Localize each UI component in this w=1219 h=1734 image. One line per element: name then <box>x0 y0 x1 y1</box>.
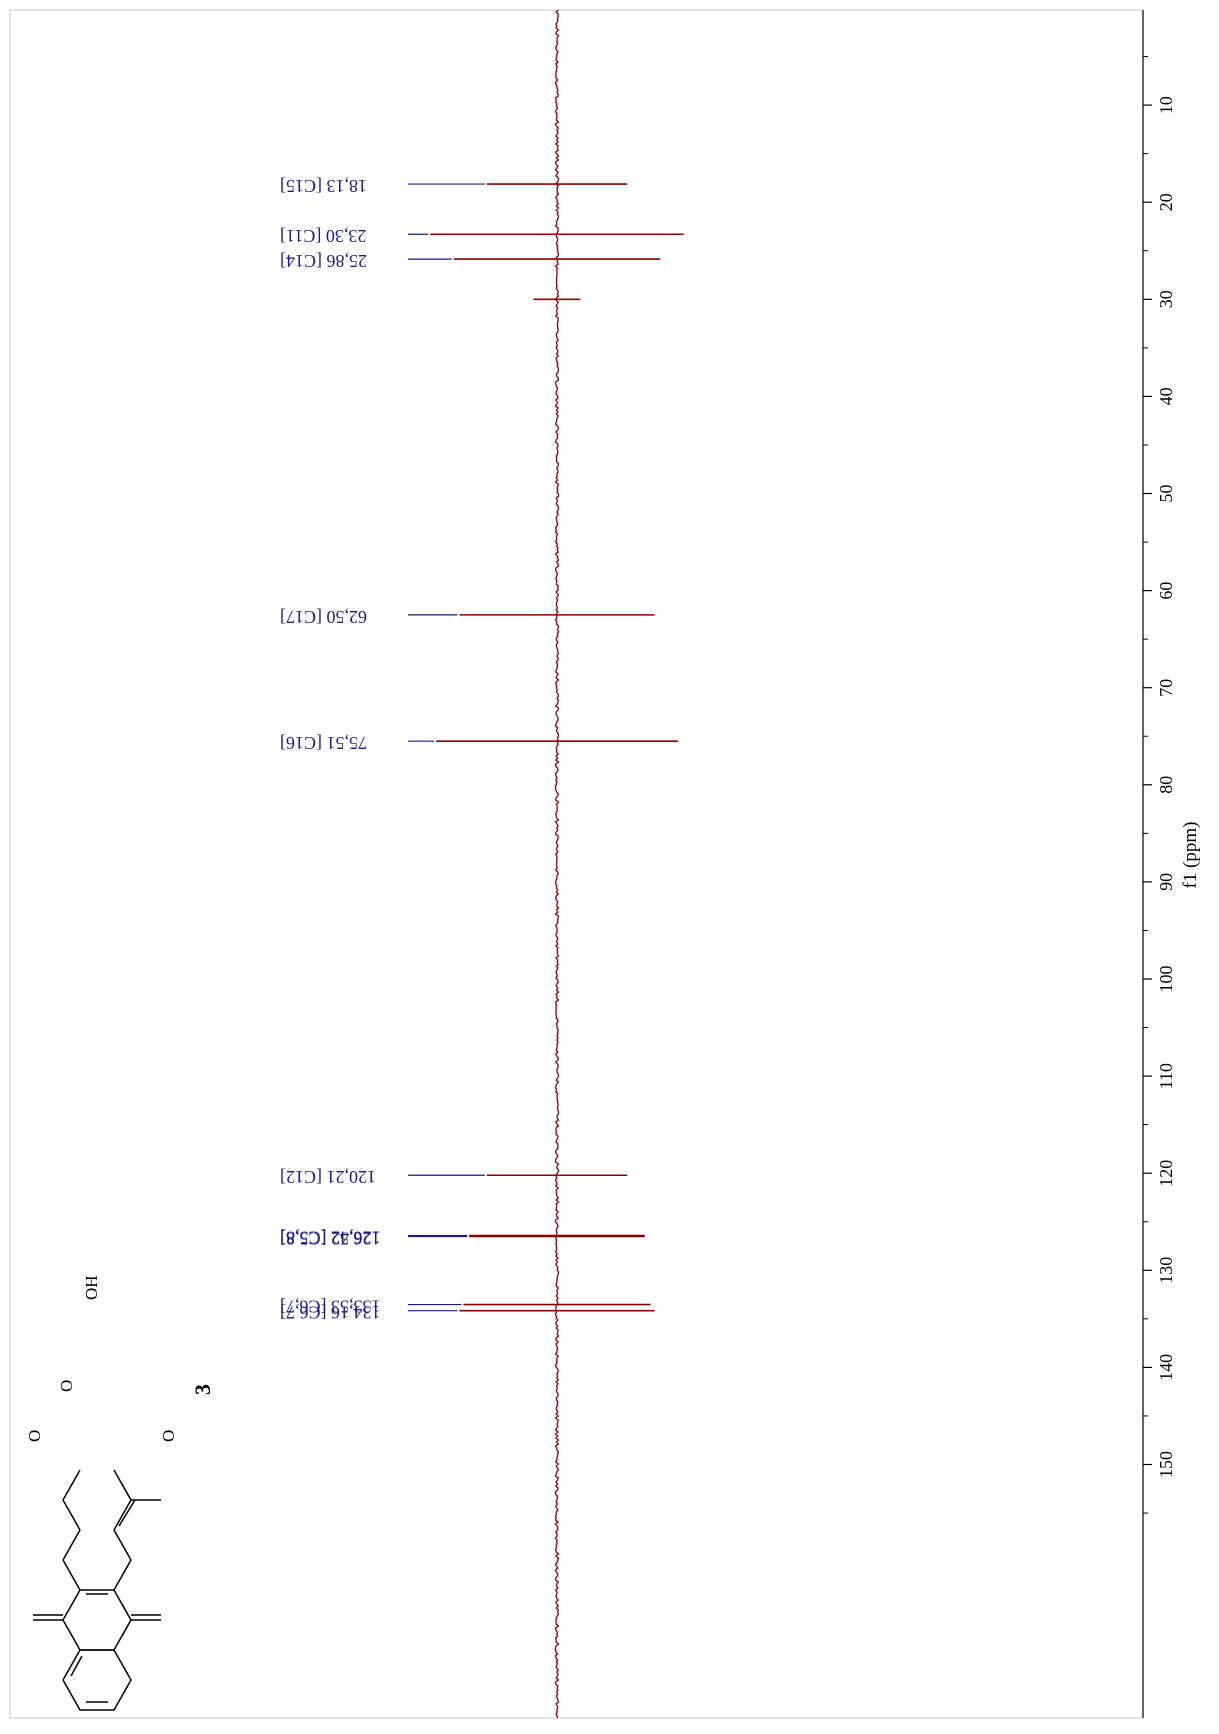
x-tick-label: 70 <box>1156 679 1176 697</box>
x-tick-label: 120 <box>1156 1160 1176 1187</box>
plot-frame <box>9 9 1144 1719</box>
x-tick-label: 100 <box>1156 966 1176 993</box>
atom-label-o2: O <box>159 1430 178 1442</box>
peak-label: 120,21 [C12] <box>280 1167 376 1187</box>
x-tick-label: 130 <box>1156 1257 1176 1284</box>
peak-label: 126,52 [C5,8] <box>280 1228 381 1248</box>
peak-label: 62,50 [C17] <box>280 607 367 627</box>
atom-label-oh: OH <box>82 1275 101 1300</box>
x-tick-label: 110 <box>1156 1063 1176 1089</box>
spectrum-baseline <box>554 9 560 1719</box>
peak-label: 75,51 [C16] <box>280 733 367 753</box>
atom-label-o1: O <box>25 1430 44 1442</box>
compound-number: 3 <box>190 1384 215 1395</box>
quinone-ring <box>62 1589 132 1651</box>
x-tick-label: 40 <box>1156 387 1176 405</box>
x-tick-label: 80 <box>1156 776 1176 794</box>
peak-label: 23,30 [C11] <box>280 226 366 246</box>
benzo-ring <box>62 1649 132 1711</box>
peak-label: 133,53 [C6,7] <box>280 1296 381 1316</box>
atom-label-o3: O <box>57 1380 76 1392</box>
x-axis-label: f1 (ppm) <box>1180 821 1201 888</box>
x-tick-label: 30 <box>1156 290 1176 308</box>
x-tick-label: 150 <box>1156 1451 1176 1478</box>
structure-diagram <box>33 1469 161 1711</box>
x-tick-label: 140 <box>1156 1354 1176 1381</box>
x-tick-label: 20 <box>1156 193 1176 211</box>
peak-label: 134,16 [C6,7] <box>280 1303 381 1323</box>
x-tick-label: 60 <box>1156 582 1176 600</box>
peak-label: 18,13 [C15] <box>280 176 367 196</box>
x-tick-label: 10 <box>1156 96 1176 114</box>
peak-label: 25,86 [C14] <box>280 251 367 271</box>
x-tick-label: 50 <box>1156 485 1176 503</box>
peak-label: 126,42 [C5,8] <box>280 1227 381 1247</box>
structure-labels: O O O OH 3 <box>25 1275 215 1442</box>
x-tick-label: 90 <box>1156 873 1176 891</box>
